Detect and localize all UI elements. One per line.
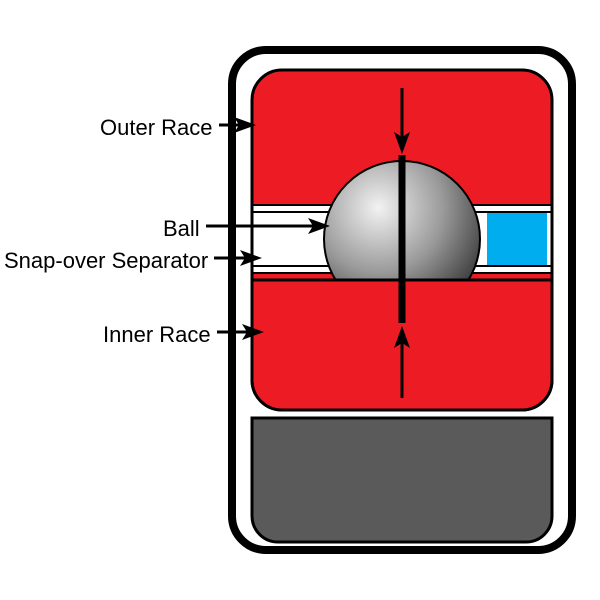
label-inner-race: Inner Race	[103, 322, 211, 348]
diagram-svg	[0, 0, 600, 600]
bearing-diagram: Outer Race Ball Snap-over Separator Inne…	[0, 0, 600, 600]
label-ball: Ball	[163, 216, 200, 242]
label-separator: Snap-over Separator	[4, 248, 208, 274]
label-outer-race: Outer Race	[100, 115, 213, 141]
